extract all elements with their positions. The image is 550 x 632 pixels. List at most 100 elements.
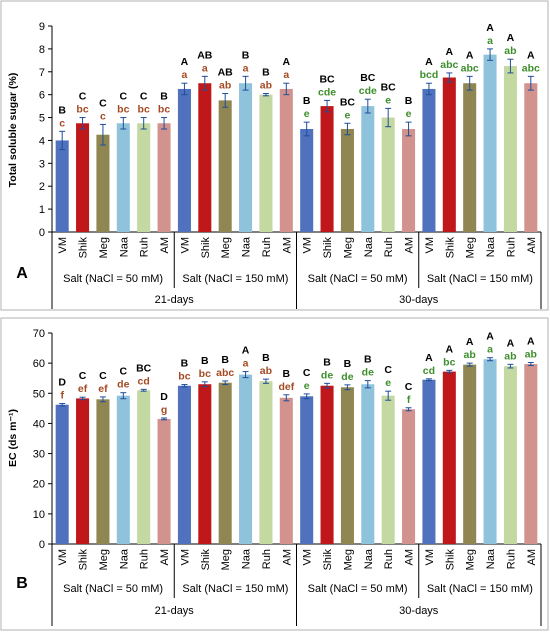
significance-letter-upper: A [425, 56, 433, 68]
x-category-label: Shik [444, 549, 456, 571]
group-label: Salt (NaCl = 50 mM) [308, 583, 408, 595]
significance-letter-lower: de [362, 367, 374, 379]
bar-am [157, 123, 171, 232]
bar-meg [340, 129, 354, 232]
bar-vm [300, 396, 314, 544]
bar-vm [177, 88, 191, 232]
x-category-label: VM [302, 237, 314, 254]
group-label: Salt (NaCl = 150 mM) [427, 583, 533, 595]
bar-am [402, 409, 416, 544]
significance-letter-lower: bc [158, 104, 170, 116]
significance-letter-lower: a [243, 62, 249, 74]
significance-letter-lower: ab [260, 80, 272, 92]
significance-letter-lower: ef [98, 383, 108, 395]
bar-ruh [259, 94, 273, 233]
y-tick-label: 4 [39, 135, 45, 147]
bar-am [279, 397, 293, 544]
significance-letter-upper: A [486, 22, 494, 34]
significance-letter-upper: C [120, 366, 128, 378]
significance-letter-lower: f [407, 394, 411, 406]
significance-letter-upper: B [58, 104, 66, 116]
significance-letter-lower: a [243, 358, 249, 370]
significance-letter-upper: C [140, 91, 148, 103]
x-category-label: Meg [220, 237, 232, 258]
x-category-label: Shik [322, 237, 334, 259]
bar-naa [483, 54, 497, 232]
bar-meg [463, 364, 477, 544]
bar-am [157, 418, 171, 544]
x-category-label: Meg [220, 549, 232, 570]
bar-shik [320, 106, 334, 232]
x-category-label: AM [159, 237, 171, 254]
x-category-label: Naa [118, 236, 130, 257]
bar-naa [483, 359, 497, 544]
bar-meg [340, 387, 354, 544]
bar-meg [218, 382, 232, 544]
y-tick-label: 5 [39, 113, 45, 125]
x-category-label: Meg [98, 237, 110, 258]
significance-letter-upper: B [160, 91, 168, 103]
bar-am [524, 83, 538, 232]
significance-letter-lower: abc [461, 62, 479, 74]
significance-letter-upper: A [446, 46, 454, 58]
significance-letter-lower: cd [138, 375, 150, 387]
bar-ruh [137, 390, 151, 544]
significance-letter-upper: A [486, 331, 494, 343]
significance-letter-lower: ab [525, 349, 537, 361]
significance-letter-lower: ef [78, 383, 88, 395]
x-category-label: Naa [485, 236, 497, 257]
significance-letter-upper: A [507, 32, 515, 44]
y-axis-title: EC (ds m⁻¹) [7, 409, 19, 467]
x-category-label: AM [281, 237, 293, 254]
bar-shik [198, 384, 212, 544]
significance-letter-upper: B [201, 355, 209, 367]
significance-letter-upper: A [507, 337, 515, 349]
x-category-label: VM [57, 549, 69, 566]
significance-letter-lower: e [385, 377, 391, 389]
y-tick-label: 6 [39, 90, 45, 102]
x-category-label: Naa [363, 548, 375, 569]
significance-letter-upper: B [344, 358, 352, 370]
significance-letter-lower: a [283, 69, 289, 81]
significance-letter-lower: de [321, 369, 333, 381]
bar-ruh [259, 381, 273, 544]
x-category-label: Ruh [139, 549, 151, 569]
x-category-label: Shik [322, 549, 334, 571]
x-category-label: Ruh [261, 237, 273, 257]
bar-vm [55, 404, 69, 544]
significance-letter-lower: de [341, 371, 353, 383]
significance-letter-lower: abc [216, 367, 234, 379]
significance-letter-lower: abc [440, 59, 458, 71]
significance-letter-upper: B [181, 358, 189, 370]
significance-letter-lower: ab [504, 45, 516, 57]
x-category-label: VM [57, 237, 69, 254]
significance-letter-lower: abc [522, 62, 540, 74]
bar-shik [76, 398, 90, 544]
bar-vm [177, 385, 191, 544]
significance-letter-lower: bcd [420, 69, 439, 81]
significance-letter-upper: BC [360, 72, 376, 84]
significance-letter-lower: a [202, 62, 208, 74]
significance-letter-lower: f [60, 390, 64, 402]
significance-letter-upper: B [364, 354, 372, 366]
period-label: 30-days [399, 605, 439, 617]
x-category-label: AM [526, 237, 538, 254]
y-tick-label: 7 [39, 67, 45, 79]
bar-ruh [137, 123, 151, 232]
x-category-label: Ruh [261, 549, 273, 569]
x-category-label: Ruh [139, 237, 151, 257]
significance-letter-upper: D [58, 377, 66, 389]
significance-letter-lower: ab [260, 365, 272, 377]
x-category-label: Naa [118, 548, 130, 569]
y-tick-label: 9 [39, 21, 45, 33]
significance-letter-lower: e [304, 108, 310, 120]
bar-meg [463, 83, 477, 232]
significance-letter-upper: B [221, 354, 229, 366]
significance-letter-upper: C [303, 367, 311, 379]
y-tick-label: 0 [39, 227, 45, 239]
significance-letter-lower: de [117, 379, 129, 391]
significance-letter-lower: a [182, 69, 188, 81]
bar-naa [116, 395, 130, 544]
bar-meg [96, 134, 110, 232]
